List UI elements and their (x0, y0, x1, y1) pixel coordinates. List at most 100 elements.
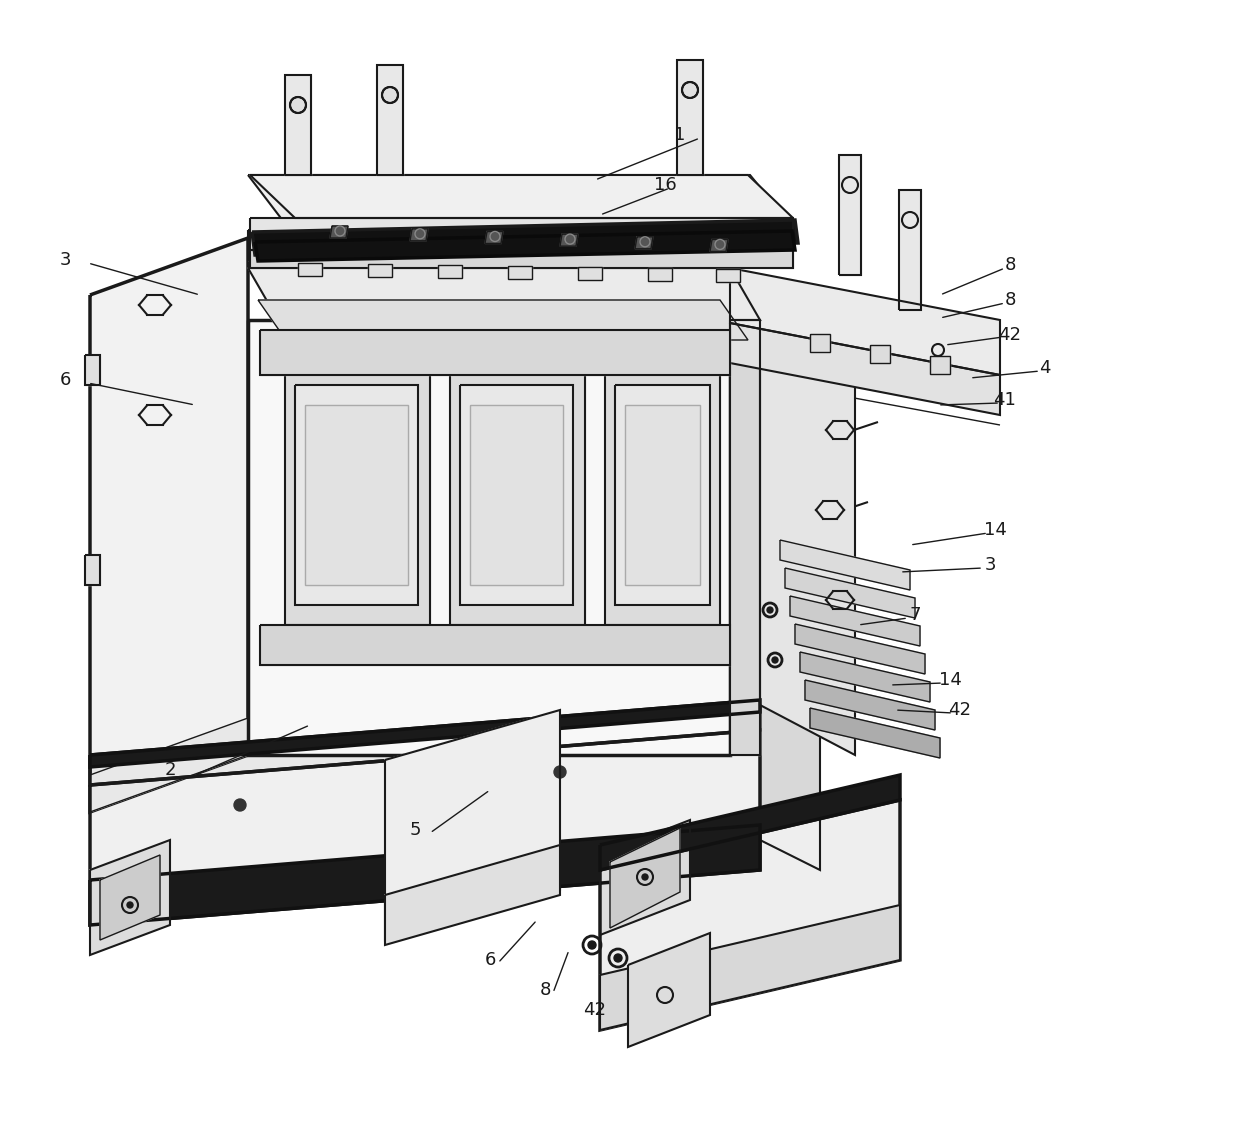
Polygon shape (600, 820, 689, 935)
Polygon shape (91, 730, 760, 925)
Polygon shape (790, 596, 920, 646)
Circle shape (642, 874, 649, 880)
Text: 2: 2 (164, 761, 176, 779)
Polygon shape (615, 385, 711, 605)
Circle shape (773, 657, 777, 663)
Polygon shape (730, 320, 760, 755)
Polygon shape (248, 175, 795, 229)
Polygon shape (470, 406, 563, 585)
Text: 3: 3 (60, 251, 71, 269)
Text: 16: 16 (653, 176, 676, 194)
Polygon shape (91, 700, 760, 785)
Polygon shape (285, 365, 430, 625)
Polygon shape (91, 718, 248, 812)
Text: 5: 5 (409, 821, 420, 840)
Text: 4: 4 (1039, 359, 1050, 377)
Polygon shape (86, 354, 100, 385)
Polygon shape (627, 933, 711, 1047)
Polygon shape (295, 385, 418, 605)
Polygon shape (298, 262, 322, 276)
Polygon shape (715, 269, 740, 282)
Polygon shape (600, 905, 900, 1030)
Text: 3: 3 (985, 556, 996, 574)
Polygon shape (780, 540, 910, 590)
Polygon shape (252, 220, 799, 254)
Circle shape (588, 941, 596, 949)
Text: 6: 6 (485, 951, 496, 969)
Circle shape (234, 799, 246, 811)
Polygon shape (368, 264, 392, 277)
Polygon shape (384, 845, 560, 945)
Polygon shape (870, 345, 890, 364)
Polygon shape (248, 229, 790, 260)
Polygon shape (260, 329, 730, 375)
Polygon shape (258, 300, 748, 340)
Polygon shape (785, 568, 915, 618)
Circle shape (768, 607, 773, 613)
Polygon shape (438, 265, 463, 278)
Polygon shape (285, 75, 311, 175)
Text: 1: 1 (675, 126, 686, 144)
Circle shape (614, 954, 622, 962)
Polygon shape (250, 175, 794, 218)
Circle shape (382, 87, 398, 103)
Polygon shape (810, 334, 830, 352)
Polygon shape (460, 385, 573, 605)
Polygon shape (377, 65, 403, 175)
Text: 14: 14 (983, 521, 1007, 538)
Circle shape (290, 97, 306, 112)
Polygon shape (384, 710, 560, 939)
Polygon shape (649, 268, 672, 281)
Polygon shape (635, 236, 653, 249)
Polygon shape (250, 250, 794, 268)
Polygon shape (605, 365, 720, 625)
Text: 42: 42 (949, 701, 971, 719)
Text: 8: 8 (1004, 291, 1016, 309)
Circle shape (682, 82, 698, 98)
Polygon shape (600, 775, 900, 870)
Polygon shape (91, 239, 248, 812)
Polygon shape (677, 60, 703, 175)
Polygon shape (260, 625, 730, 665)
Polygon shape (305, 406, 408, 585)
Polygon shape (730, 268, 999, 375)
Polygon shape (930, 356, 950, 374)
Polygon shape (330, 226, 348, 239)
Polygon shape (578, 267, 601, 279)
Polygon shape (760, 320, 856, 755)
Polygon shape (625, 406, 701, 585)
Polygon shape (711, 240, 728, 251)
Polygon shape (899, 190, 921, 310)
Polygon shape (410, 228, 428, 241)
Polygon shape (450, 365, 585, 625)
Text: 7: 7 (909, 605, 921, 624)
Polygon shape (800, 652, 930, 702)
Text: 42: 42 (584, 1001, 606, 1019)
Polygon shape (91, 840, 170, 955)
Text: 6: 6 (60, 371, 71, 389)
Polygon shape (839, 154, 861, 275)
Polygon shape (485, 232, 503, 243)
Polygon shape (795, 624, 925, 674)
Polygon shape (255, 231, 795, 261)
Polygon shape (248, 320, 730, 755)
Polygon shape (86, 556, 100, 585)
Polygon shape (760, 700, 820, 870)
Polygon shape (508, 266, 532, 279)
Polygon shape (560, 234, 578, 247)
Text: 42: 42 (998, 326, 1022, 344)
Polygon shape (610, 828, 680, 928)
Polygon shape (730, 323, 999, 415)
Text: 14: 14 (939, 671, 961, 690)
Text: 8: 8 (539, 982, 551, 999)
Polygon shape (100, 855, 160, 939)
Text: 8: 8 (1004, 256, 1016, 274)
Polygon shape (250, 218, 794, 250)
Polygon shape (810, 708, 940, 758)
Polygon shape (600, 800, 900, 1030)
Polygon shape (91, 825, 760, 925)
Polygon shape (805, 680, 935, 730)
Circle shape (554, 766, 565, 778)
Circle shape (126, 902, 133, 908)
Polygon shape (91, 700, 760, 767)
